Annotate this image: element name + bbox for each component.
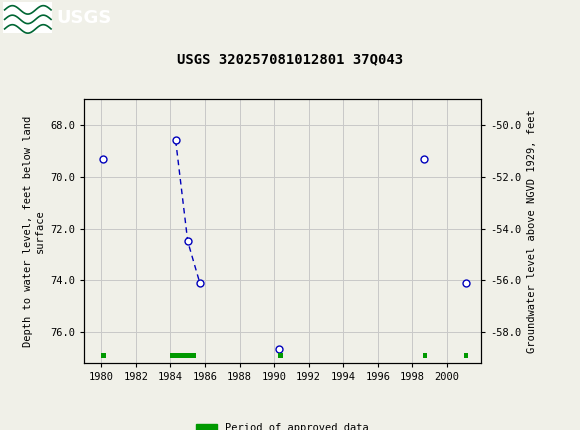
Bar (102, 353, 106, 359)
Bar (171, 353, 197, 359)
Y-axis label: Depth to water level, feet below land
surface: Depth to water level, feet below land su… (23, 116, 45, 347)
Legend: Period of approved data: Period of approved data (192, 419, 374, 430)
Y-axis label: Groundwater level above NGVD 1929, feet: Groundwater level above NGVD 1929, feet (527, 109, 537, 353)
Bar (278, 353, 282, 359)
Text: USGS: USGS (57, 9, 112, 27)
Bar (3, 2, 52, 34)
Bar (423, 353, 427, 359)
Bar (464, 353, 469, 359)
Text: USGS 320257081012801 37Q043: USGS 320257081012801 37Q043 (177, 52, 403, 66)
